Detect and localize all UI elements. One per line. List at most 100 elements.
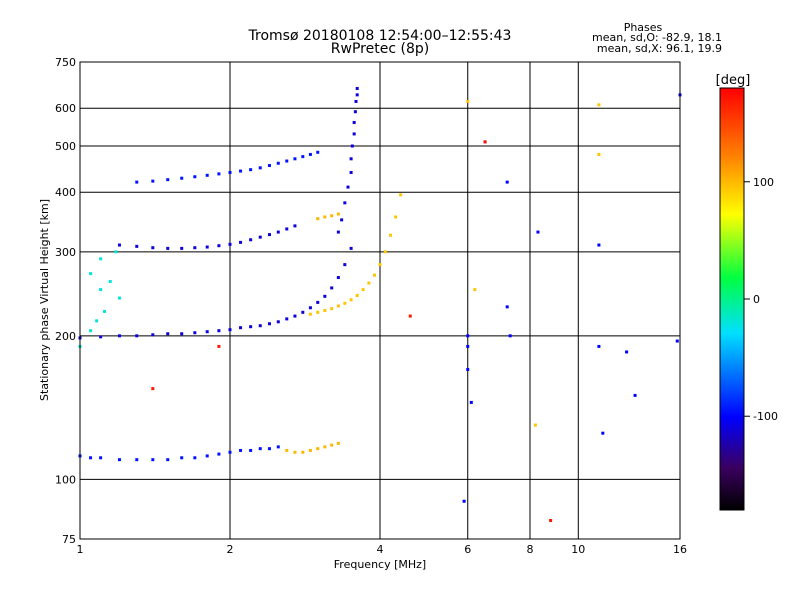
x-tick-label: 4 [377, 543, 384, 556]
data-point [89, 456, 93, 460]
data-point [536, 230, 540, 234]
data-point [601, 431, 605, 435]
data-point [308, 312, 312, 316]
data-point [466, 99, 470, 103]
data-point [353, 110, 357, 114]
data-point [336, 230, 340, 234]
data-point [135, 180, 139, 184]
data-point [597, 152, 601, 156]
stats-heading: Phases [624, 21, 663, 34]
data-point [99, 288, 103, 292]
data-point [330, 443, 334, 447]
data-point [483, 140, 487, 144]
data-point [466, 367, 470, 371]
data-point [151, 179, 155, 183]
tick-labels: 1 2 4 6 8 10 16 75 100 200 300 400 500 600 750 [55, 56, 687, 556]
data-point [597, 243, 601, 247]
y-tick-label: 500 [55, 140, 76, 153]
data-point [308, 152, 312, 156]
data-point [239, 448, 243, 452]
data-point [340, 218, 344, 222]
data-point [352, 121, 356, 125]
data-point [276, 320, 280, 324]
data-point [336, 276, 340, 280]
stats-line-x: mean, sd,X: 96.1, 19.9 [597, 42, 722, 55]
data-point [293, 450, 297, 454]
grid-lines [80, 62, 680, 539]
data-point [180, 332, 184, 336]
data-point [466, 334, 470, 338]
data-point [166, 246, 170, 250]
data-point [633, 393, 637, 397]
data-point [205, 245, 209, 249]
x-tick-label: 6 [464, 543, 471, 556]
data-point [180, 176, 184, 180]
data-point [217, 329, 221, 333]
plot-frame [79, 61, 681, 540]
data-point [330, 286, 334, 290]
data-point [597, 344, 601, 348]
data-point [316, 310, 320, 314]
data-point [228, 242, 232, 246]
data-point [249, 448, 253, 452]
data-point [378, 263, 382, 267]
data-point [228, 328, 232, 332]
data-point [151, 246, 155, 250]
data-point [350, 144, 354, 148]
data-point [135, 458, 139, 462]
data-point [549, 519, 553, 523]
data-point [505, 180, 509, 184]
data-point [217, 344, 221, 348]
data-point [193, 246, 197, 250]
data-point [323, 294, 327, 298]
data-point [533, 423, 537, 427]
data-point [95, 319, 99, 323]
data-point [343, 263, 347, 267]
data-point [505, 305, 509, 309]
data-point [217, 452, 221, 456]
data-point [276, 161, 280, 165]
colorbar-tick-label: 100 [753, 176, 774, 189]
y-tick-label: 200 [55, 330, 76, 343]
data-point [166, 332, 170, 336]
data-point [336, 212, 340, 216]
data-point [316, 300, 320, 304]
data-point [151, 387, 155, 391]
data-point [117, 243, 121, 247]
data-point [316, 150, 320, 154]
data-point [383, 250, 387, 254]
data-point [135, 244, 139, 248]
data-point [308, 448, 312, 452]
colorbar [719, 87, 745, 511]
data-point [373, 273, 377, 277]
data-point [330, 307, 334, 311]
data-point [258, 447, 262, 451]
data-point [267, 164, 271, 168]
data-point [394, 215, 398, 219]
data-point [285, 317, 289, 321]
data-point [89, 272, 93, 276]
data-point [99, 257, 103, 261]
data-point [217, 172, 221, 176]
data-point [108, 279, 112, 283]
data-point [285, 227, 289, 231]
data-point [367, 281, 371, 285]
data-point [355, 293, 359, 297]
data-point [267, 233, 271, 237]
y-tick-label: 750 [55, 56, 76, 69]
data-point [258, 166, 262, 170]
colorbar-label: [deg] [716, 73, 751, 88]
data-point [267, 447, 271, 451]
colorbar-tick-label: 0 [753, 293, 760, 306]
x-tick-label: 1 [77, 543, 84, 556]
data-point [285, 159, 289, 163]
x-tick-label: 10 [571, 543, 585, 556]
data-point [308, 306, 312, 310]
data-point [193, 456, 197, 460]
data-point [625, 350, 629, 354]
data-point [293, 314, 297, 318]
colorbar-ticks: 100 0 -100 [744, 176, 778, 423]
data-point [354, 99, 358, 103]
data-point [301, 450, 305, 454]
data-point [117, 296, 121, 300]
